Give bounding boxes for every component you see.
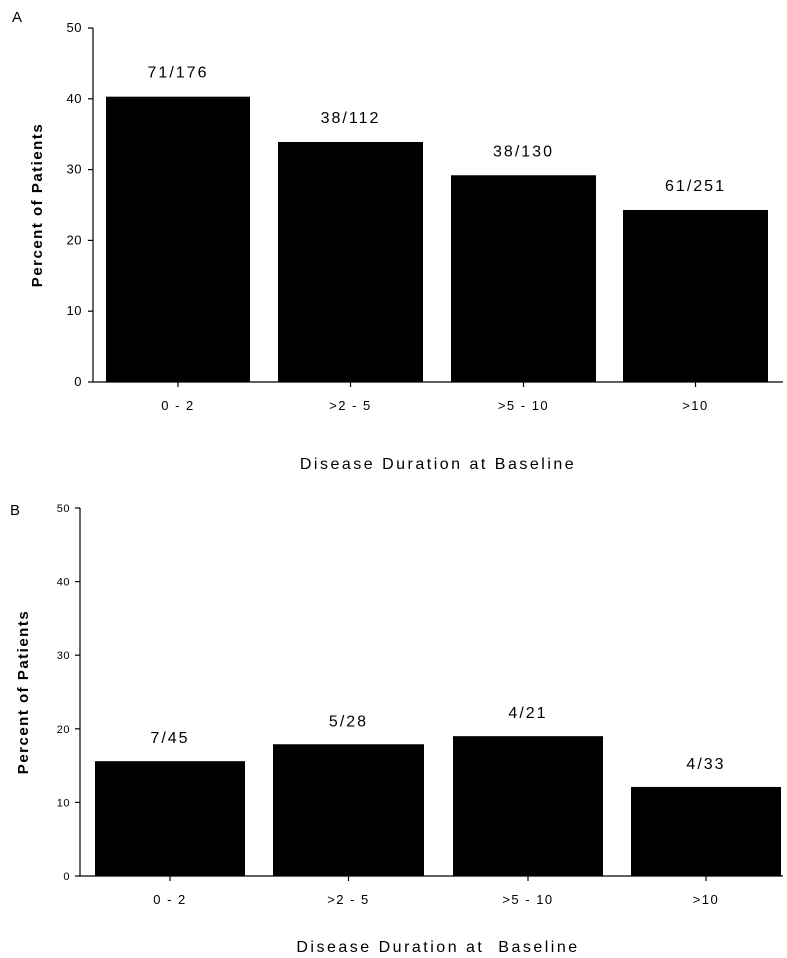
- y-tick-label: 40: [67, 91, 82, 106]
- y-tick-label: 0: [74, 374, 82, 389]
- bar-data-label: 38/112: [321, 110, 381, 127]
- x-tick-label: >2 - 5: [327, 892, 370, 907]
- bar: [453, 736, 603, 876]
- x-tick-label: 0 - 2: [161, 398, 195, 413]
- bar: [278, 141, 423, 382]
- panel-letter: B: [10, 502, 20, 519]
- y-tick-label: 20: [57, 724, 70, 736]
- bar: [623, 209, 768, 382]
- y-tick-label: 20: [67, 232, 82, 247]
- y-tick-label: 40: [57, 577, 70, 589]
- x-tick-label: 0 - 2: [153, 892, 187, 907]
- y-tick-label: 10: [57, 797, 70, 809]
- panel-a: A 0 10 20 30 40 50 71/176 0 - 2 38/112 >2 - 5 38/13…: [12, 9, 783, 473]
- bar-data-label: 4/21: [508, 705, 547, 722]
- bar: [273, 744, 424, 876]
- x-tick-label: >10: [693, 892, 720, 907]
- bar: [451, 175, 596, 382]
- bar-data-label: 38/130: [493, 143, 554, 160]
- panel-b: B 0 10 20 30 40 50 7/45 0 - 2 5/28 >2 - 5 4/21 >5 - …: [10, 502, 783, 956]
- y-tick-label: 50: [57, 503, 70, 515]
- x-tick-label: >5 - 10: [498, 398, 549, 413]
- bar-data-label: 61/251: [665, 178, 726, 195]
- panel-letter: A: [12, 9, 22, 26]
- bar-data-label: 5/28: [329, 713, 368, 730]
- bar-data-label: 4/33: [686, 756, 725, 773]
- x-axis-title: Disease Duration at Baseline: [300, 456, 576, 473]
- y-tick-label: 30: [67, 162, 82, 177]
- x-tick-label: >5 - 10: [502, 892, 553, 907]
- bar: [106, 96, 250, 383]
- y-tick-label: 10: [67, 303, 82, 318]
- bar: [95, 761, 245, 876]
- x-axis-title: Disease Duration at Baseline: [296, 939, 579, 956]
- y-tick-label: 50: [67, 20, 82, 35]
- bar: [631, 786, 781, 876]
- y-tick-label: 0: [63, 871, 70, 883]
- x-tick-label: >10: [682, 398, 709, 413]
- y-tick-label: 30: [57, 650, 70, 662]
- bar-data-label: 7/45: [150, 730, 189, 747]
- y-axis-title: Percent of Patients: [29, 123, 46, 287]
- y-axis-title: Percent of Patients: [15, 610, 32, 774]
- x-tick-label: >2 - 5: [329, 398, 372, 413]
- bar-data-label: 71/176: [148, 65, 209, 82]
